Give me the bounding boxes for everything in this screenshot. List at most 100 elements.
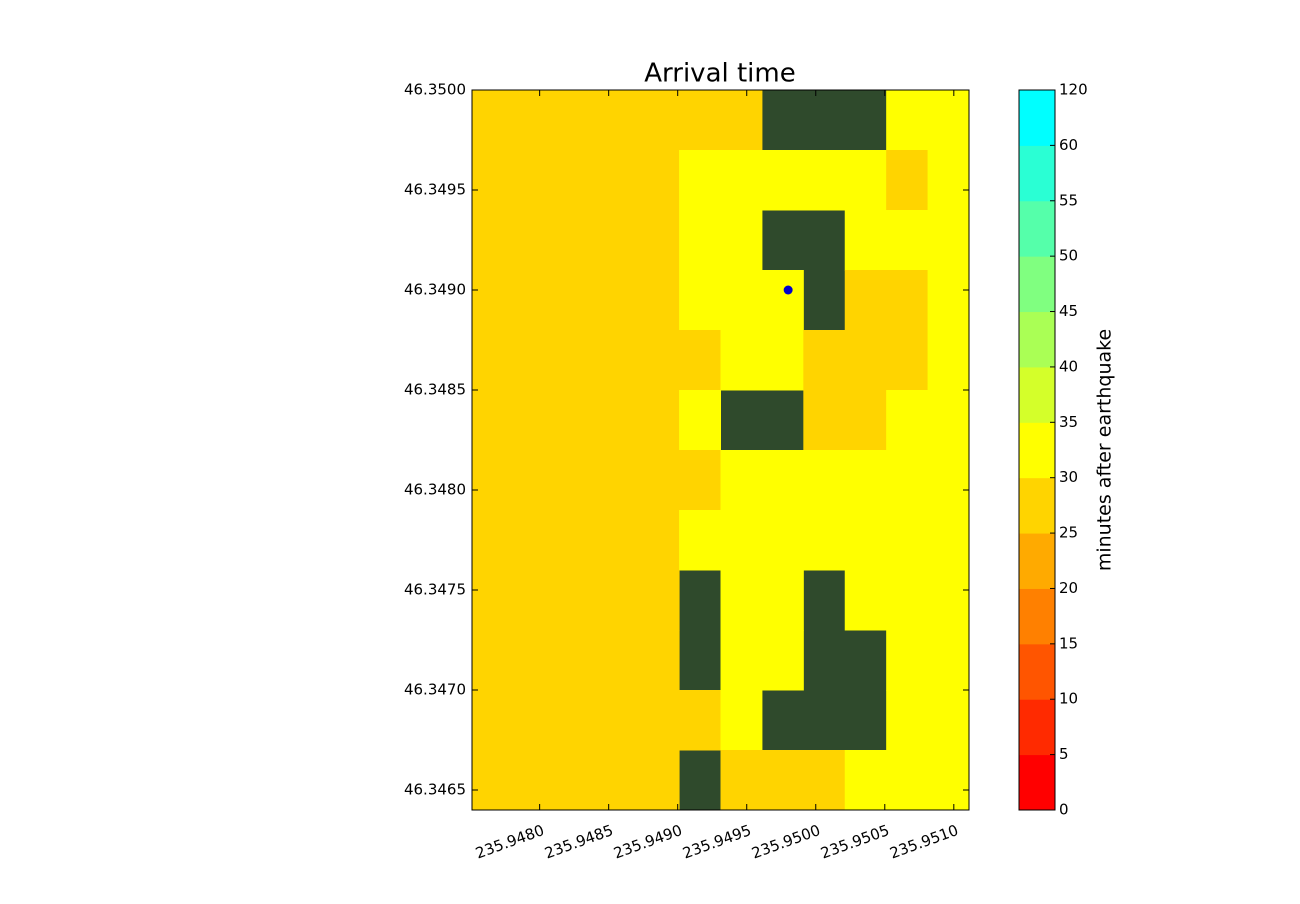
- contour-cell: [886, 90, 929, 151]
- x-tick-label: 235.9485: [542, 821, 615, 862]
- contour-cell: [844, 390, 887, 451]
- contour-cell: [927, 750, 970, 811]
- contour-cell: [513, 390, 556, 451]
- colorbar-band: [1019, 366, 1055, 423]
- contour-cell: [596, 270, 639, 331]
- contour-cell: [927, 630, 970, 691]
- contour-cell: [637, 630, 680, 691]
- contour-cell: [886, 150, 929, 211]
- contour-cell: [554, 450, 597, 511]
- contour-cell: [472, 450, 514, 511]
- contour-cell: [803, 150, 846, 211]
- contour-cell: [596, 450, 639, 511]
- contour-cell: [886, 570, 929, 631]
- contour-cell: [679, 150, 721, 211]
- axes-frame: [471, 89, 970, 811]
- y-tick-label: 46.3470: [404, 681, 466, 699]
- contour-cell: [472, 330, 514, 391]
- contour-cell: [927, 690, 970, 751]
- colorbar-tick-label: 25: [1059, 524, 1078, 542]
- x-tick-label: 235.9500: [749, 821, 822, 862]
- contour-cell: [720, 90, 763, 151]
- contour-cell: [637, 750, 680, 811]
- contour-cell: [720, 450, 763, 511]
- contour-cell: [844, 450, 887, 511]
- contour-cell: [927, 510, 970, 571]
- contour-cell: [472, 90, 514, 151]
- contour-cell: [761, 510, 804, 571]
- contour-cell: [679, 690, 721, 751]
- contour-cell: [886, 450, 929, 511]
- contour-cell: [761, 270, 804, 331]
- contour-cell: [761, 450, 804, 511]
- contour-cell: [927, 330, 970, 391]
- colorbar-tick-label: 35: [1059, 413, 1078, 431]
- contour-cell: [554, 630, 597, 691]
- x-tick-label: 235.9490: [611, 821, 684, 862]
- x-tick-label: 235.9510: [887, 821, 960, 862]
- x-tick-label: 235.9495: [680, 821, 753, 862]
- contour-cell: [554, 390, 597, 451]
- contour-cell: [886, 210, 929, 271]
- colorbar-band: [1019, 754, 1055, 811]
- contour-cell: [720, 570, 763, 631]
- colorbar-frame: [1018, 89, 1056, 811]
- contour-cell: [596, 210, 639, 271]
- contour-cell: [513, 270, 556, 331]
- contour-cell: [803, 510, 846, 571]
- y-tick-label: 46.3465: [404, 781, 466, 799]
- contour-cell: [513, 690, 556, 751]
- contour-cell: [637, 210, 680, 271]
- contour-cell: [637, 510, 680, 571]
- colorbar-band: [1019, 699, 1055, 756]
- contour-cell: [844, 210, 887, 271]
- colorbar-tick-label: 50: [1059, 247, 1078, 265]
- contour-cell: [596, 90, 639, 151]
- contour-cell: [637, 330, 680, 391]
- contour-cell: [679, 510, 721, 571]
- contour-cell: [927, 150, 970, 211]
- colorbar-band: [1019, 533, 1055, 589]
- contour-cell: [720, 150, 763, 211]
- contour-cell: [596, 630, 639, 691]
- contour-cell: [554, 270, 597, 331]
- contour-cell: [554, 90, 597, 151]
- colorbar-band: [1019, 200, 1055, 257]
- chart-title: Arrival time: [644, 59, 795, 89]
- colorbar-band: [1019, 422, 1055, 479]
- y-tick-label: 46.3495: [404, 181, 466, 199]
- contour-cell: [554, 510, 597, 571]
- contour-cell: [679, 390, 721, 451]
- contour-cell: [761, 630, 804, 691]
- point: [783, 285, 793, 295]
- x-tick-label: 235.9480: [473, 821, 546, 862]
- colorbar-tick-label: 120: [1059, 81, 1088, 99]
- contour-cell: [886, 390, 929, 451]
- contour-cell: [679, 270, 721, 331]
- contour-cell: [513, 570, 556, 631]
- contour-cell: [472, 570, 514, 631]
- contour-cell: [803, 390, 846, 451]
- contour-cell: [927, 210, 970, 271]
- contour-cell: [513, 90, 556, 151]
- contour-cell: [844, 570, 887, 631]
- contour-cell: [761, 750, 804, 811]
- contour-cell: [596, 390, 639, 451]
- contour-cell: [472, 510, 514, 571]
- contour-cell: [679, 330, 721, 391]
- contour-cell: [472, 750, 514, 811]
- contour-cell: [844, 510, 887, 571]
- colorbar-tick-label: 20: [1059, 579, 1078, 597]
- contour-cell: [637, 90, 680, 151]
- contour-cell: [927, 270, 970, 331]
- contour-cell: [927, 450, 970, 511]
- colorbar-tick-label: 60: [1059, 136, 1078, 154]
- contour-cell: [720, 690, 763, 751]
- contour-cell: [596, 570, 639, 631]
- colorbar-tick-label: 45: [1059, 302, 1078, 320]
- contour-cell: [720, 630, 763, 691]
- y-tick-label: 46.3475: [404, 581, 466, 599]
- contour-cell: [472, 630, 514, 691]
- contour-cell: [886, 630, 929, 691]
